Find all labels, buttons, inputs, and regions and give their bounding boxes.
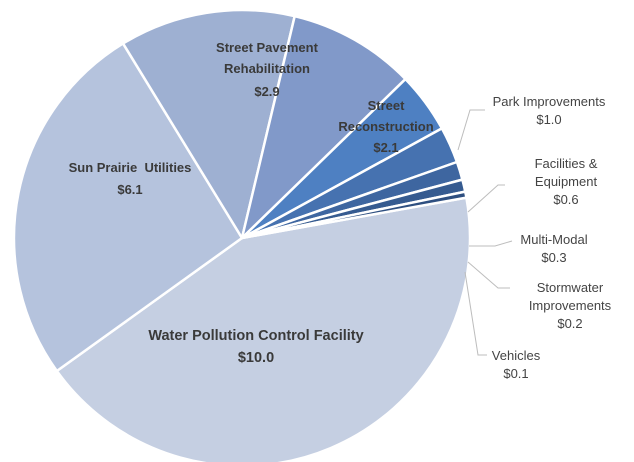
label-reconstruction-line1: Street	[368, 98, 406, 113]
label-park-name: Park Improvements	[493, 94, 606, 109]
leader-line-park	[457, 109, 485, 151]
leader-line-facilities	[467, 184, 505, 213]
label-vehicles-name: Vehicles	[492, 348, 541, 363]
label-pavement-line1: Street Pavement	[216, 40, 319, 55]
label-reconstruction-value: $2.1	[373, 140, 398, 155]
pie-slice-0	[55, 196, 472, 462]
label-multimodal-value: $0.3	[541, 250, 566, 265]
pie-slice-1	[12, 42, 244, 373]
leader-line-multimodal	[469, 240, 513, 247]
pie-slice-8	[240, 190, 468, 240]
leader-line-stormwater	[467, 261, 510, 289]
label-stormwater-value: $0.2	[557, 316, 582, 331]
label-multimodal-name: Multi-Modal	[520, 232, 587, 247]
leader-line-vehicles	[464, 271, 487, 356]
label-reconstruction-line2: Reconstruction	[338, 119, 433, 134]
label-utilities-value: $6.1	[117, 182, 142, 197]
pie-slice-2	[121, 8, 296, 240]
label-vehicles-value: $0.1	[503, 366, 528, 381]
label-pavement-line2: Rehabilitation	[224, 61, 310, 76]
label-stormwater-line1: Stormwater	[537, 280, 604, 295]
label-facilities-value: $0.6	[553, 192, 578, 207]
pie-slice-3	[240, 14, 407, 240]
label-facilities-line2: Equipment	[535, 174, 598, 189]
data-labels: Water Pollution Control Facility $10.0 S…	[69, 40, 612, 381]
label-pavement-value: $2.9	[254, 84, 279, 99]
label-facilities-line1: Facilities &	[535, 156, 598, 171]
label-water-name: Water Pollution Control Facility	[148, 328, 363, 344]
pie-slices	[12, 8, 472, 462]
leader-lines	[457, 109, 513, 356]
label-utilities-name: Sun Prairie Utilities	[69, 160, 192, 175]
label-park-value: $1.0	[536, 112, 561, 127]
label-stormwater-line2: Improvements	[529, 298, 612, 313]
label-water-value: $10.0	[238, 350, 274, 366]
